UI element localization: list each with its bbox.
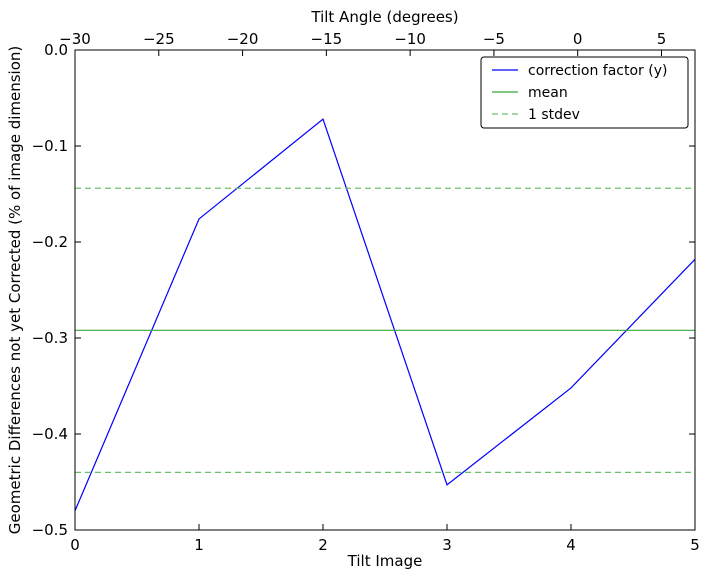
top-x-tick-label: 5 [657, 30, 667, 48]
y-tick-label: 0.0 [44, 41, 68, 59]
y-tick-label: −0.3 [32, 329, 68, 347]
plot-frame [74, 49, 696, 531]
top-x-tick-label: −20 [227, 30, 259, 48]
x-tick-label: 1 [194, 536, 204, 554]
x-tick-label: 3 [442, 536, 452, 554]
top-x-tick-label: −25 [143, 30, 175, 48]
x-tick-label: 5 [690, 536, 700, 554]
series-line-correction-factor [74, 118, 696, 512]
x-tick-label: 4 [566, 536, 576, 554]
plot-series-group [74, 118, 696, 512]
legend-label: mean [528, 85, 568, 101]
x-tick-label: 0 [70, 536, 80, 554]
x-axis-label: Tilt Image [347, 552, 423, 570]
top-x-tick-label: −15 [311, 30, 343, 48]
y-tick-label: −0.5 [32, 521, 68, 539]
top-x-tick-label: 0 [573, 30, 583, 48]
y-tick-label: −0.2 [32, 233, 68, 251]
y-tick-label: −0.1 [32, 137, 68, 155]
legend: correction factor (y) mean 1 stdev [480, 56, 689, 129]
top-x-tick-label: −30 [59, 30, 91, 48]
x-tick-label: 2 [318, 536, 328, 554]
y-axis-label: Geometric Differences not yet Corrected … [6, 46, 24, 535]
legend-label: correction factor (y) [528, 63, 667, 79]
axis-ticks-group: 0 1 2 3 4 5 −30 −25 −20 −15 −10 −5 0 5 0.0 −0.1 −0.2 −0.3… [32, 30, 700, 554]
legend-label: 1 stdev [528, 107, 580, 123]
top-x-tick-label: −5 [483, 30, 505, 48]
top-x-axis-label: Tilt Angle (degrees) [310, 8, 458, 26]
y-tick-label: −0.4 [32, 425, 68, 443]
legend-box [480, 56, 689, 129]
top-x-tick-label: −10 [394, 30, 426, 48]
